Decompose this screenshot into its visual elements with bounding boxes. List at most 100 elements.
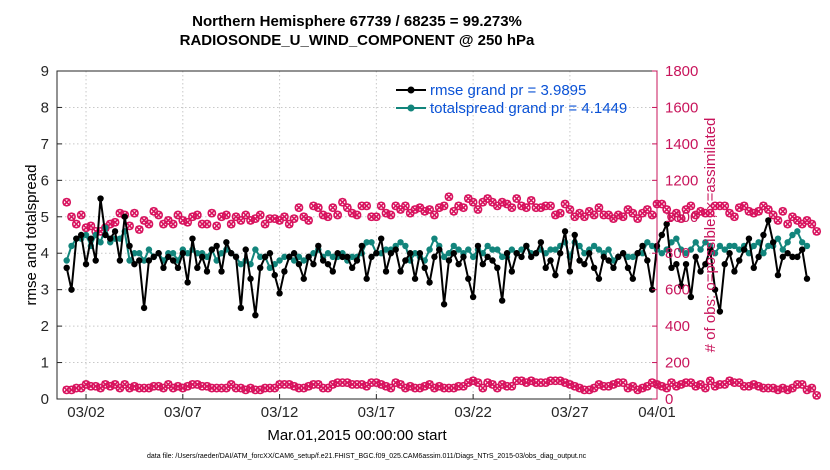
obs-assimilated-cross <box>517 377 526 385</box>
obs-assimilated-cross <box>169 384 177 392</box>
legend-spread-label: totalspread grand pr = 4.1449 <box>430 100 627 117</box>
rmse-point <box>150 253 157 261</box>
totalspread-point <box>668 239 675 246</box>
obs-assimilated-point <box>536 378 546 387</box>
rmse-point <box>310 260 317 268</box>
y-left-tick-label: 6 <box>41 172 49 189</box>
legend-rmse-marker <box>407 86 415 94</box>
obs-assimilated-cross <box>624 384 632 392</box>
obs-assimilated-cross <box>285 380 294 389</box>
y-left-tick-label: 7 <box>41 136 49 153</box>
rmse-point <box>223 239 230 246</box>
rmse-point <box>227 250 235 257</box>
obs-possible-point <box>449 206 459 216</box>
obs-assimilated-point <box>188 380 197 389</box>
obs-assimilated-cross <box>130 382 139 391</box>
rmse-point <box>174 264 182 271</box>
obs-possible-cross <box>512 194 521 203</box>
obs-possible-cross <box>720 202 729 210</box>
obs-assimilated-cross <box>203 382 211 391</box>
obs-assimilated-cross <box>808 384 816 392</box>
rmse-point <box>305 253 312 261</box>
rmse-point <box>474 242 482 250</box>
totalspread-point <box>648 242 656 250</box>
obs-assimilated-point <box>265 383 275 393</box>
rmse-point <box>658 231 666 239</box>
rmse-point <box>600 253 607 261</box>
totalspread-point <box>68 242 75 250</box>
obs-possible-cross <box>222 211 231 219</box>
obs-possible-point <box>647 210 657 220</box>
obs-assimilated-point <box>338 378 347 387</box>
obs-assimilated-point <box>439 383 449 393</box>
rmse-point <box>136 257 143 264</box>
rmse-point <box>271 271 278 279</box>
totalspread-point <box>140 257 148 264</box>
totalspread-point <box>136 250 143 257</box>
obs-possible-cross <box>687 202 695 210</box>
obs-possible-cross <box>537 203 545 212</box>
obs-assimilated-point <box>715 380 725 389</box>
obs-possible-point <box>260 219 270 229</box>
obs-assimilated-point <box>197 381 207 391</box>
obs-assimilated-cross <box>633 386 642 394</box>
obs-possible-cross <box>324 213 332 221</box>
obs-possible-point <box>241 210 251 220</box>
rmse-point <box>629 275 637 282</box>
totalspread-point <box>663 246 670 253</box>
rmse-line <box>65 198 808 316</box>
obs-assimilated-point <box>531 378 541 387</box>
obs-assimilated-point <box>309 380 318 389</box>
obs-possible-point <box>642 205 652 214</box>
obs-possible-point <box>676 214 686 223</box>
totalspread-point <box>658 250 666 257</box>
x-tick-label: 04/01 <box>638 404 676 421</box>
obs-possible-point <box>110 217 120 227</box>
obs-assimilated-cross <box>435 382 444 391</box>
obs-assimilated-point <box>275 380 284 389</box>
totalspread-point <box>184 250 191 257</box>
obs-possible-point <box>720 201 730 211</box>
obs-assimilated-cross <box>575 384 584 392</box>
totalspread-point <box>760 250 767 257</box>
obs-assimilated-point <box>444 383 454 393</box>
rmse-point <box>261 253 269 261</box>
obs-possible-point <box>521 203 531 213</box>
obs-possible-point <box>71 219 81 229</box>
obs-possible-point <box>444 192 454 202</box>
rmse-point <box>189 235 196 242</box>
rmse-point <box>726 250 733 257</box>
obs-assimilated-cross <box>372 378 381 387</box>
rmse-point <box>339 253 346 261</box>
obs-possible-point <box>62 197 72 207</box>
rmse-point <box>532 250 540 257</box>
obs-possible-point <box>768 210 778 220</box>
totalspread-point <box>673 235 680 242</box>
rmse-point <box>779 253 787 261</box>
obs-assimilated-cross <box>556 377 564 385</box>
obs-possible-point <box>628 208 638 218</box>
totalspread-point <box>266 264 274 271</box>
obs-possible-cross <box>329 203 337 212</box>
rmse-series <box>63 195 811 319</box>
obs-assimilated-cross <box>420 382 429 391</box>
obs-assimilated-point <box>546 376 555 386</box>
rmse-point <box>440 301 448 308</box>
rmse-point <box>581 260 588 268</box>
totalspread-point <box>348 253 356 261</box>
totalspread-point <box>644 239 651 246</box>
obs-possible-point <box>357 201 367 211</box>
totalspread-point <box>455 246 462 253</box>
obs-assimilated-point <box>700 383 710 393</box>
obs-possible-cross <box>812 227 821 236</box>
obs-assimilated-cross <box>154 382 163 391</box>
obs-assimilated-cross <box>561 378 569 387</box>
obs-possible-cross <box>135 225 144 234</box>
totalspread-point <box>450 242 457 250</box>
obs-assimilated-point <box>333 378 343 387</box>
obs-possible-point <box>154 210 164 220</box>
obs-assimilated-cross <box>483 378 492 387</box>
rmse-point <box>373 250 380 257</box>
rmse-point <box>63 264 70 271</box>
plot-frame <box>56 70 658 400</box>
